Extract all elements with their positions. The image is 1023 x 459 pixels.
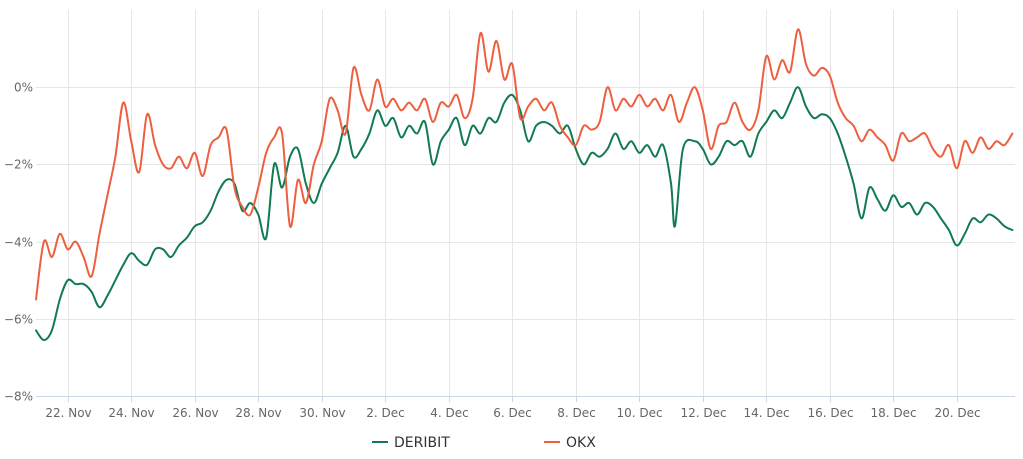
gridlines (36, 10, 1015, 396)
x-tick-label: 4. Dec (430, 406, 468, 420)
y-tick-label: −4% (4, 236, 33, 250)
x-tick-label: 8. Dec (557, 406, 595, 420)
y-tick-label: −6% (4, 313, 33, 327)
x-axis-labels: 22. Nov 24. Nov 26. Nov 28. Nov 30. Nov 2. De… (45, 406, 980, 420)
x-tick-label: 26. Nov (172, 406, 218, 420)
x-tick-label: 18. Dec (870, 406, 916, 420)
x-tick-label: 22. Nov (45, 406, 91, 420)
x-axis (36, 396, 1015, 402)
legend-item-okx[interactable]: OKX (544, 435, 596, 451)
x-tick-label: 30. Nov (299, 406, 345, 420)
x-tick-label: 20. Dec (934, 406, 980, 420)
plot-series (35, 28, 1014, 342)
x-tick-label: 28. Nov (235, 406, 281, 420)
y-tick-label: −8% (4, 390, 33, 404)
x-tick-label: 24. Nov (108, 406, 154, 420)
legend-label: OKX (566, 435, 596, 451)
x-tick-label: 16. Dec (807, 406, 853, 420)
x-tick-label: 6. Dec (493, 406, 531, 420)
series-line-okx (35, 28, 1014, 301)
y-axis-labels: −8% −6% −4% −2% 0% (4, 81, 33, 404)
x-tick-label: 12. Dec (680, 406, 726, 420)
y-tick-label: −2% (4, 158, 33, 172)
x-tick-label: 2. Dec (366, 406, 404, 420)
series-line-deribit (35, 86, 1014, 342)
x-tick-label: 14. Dec (743, 406, 789, 420)
legend-item-deribit[interactable]: DERIBIT (372, 435, 450, 451)
y-tick-label: 0% (14, 81, 33, 95)
legend: DERIBIT OKX (372, 435, 596, 451)
legend-label: DERIBIT (394, 435, 450, 451)
x-tick-label: 10. Dec (616, 406, 662, 420)
